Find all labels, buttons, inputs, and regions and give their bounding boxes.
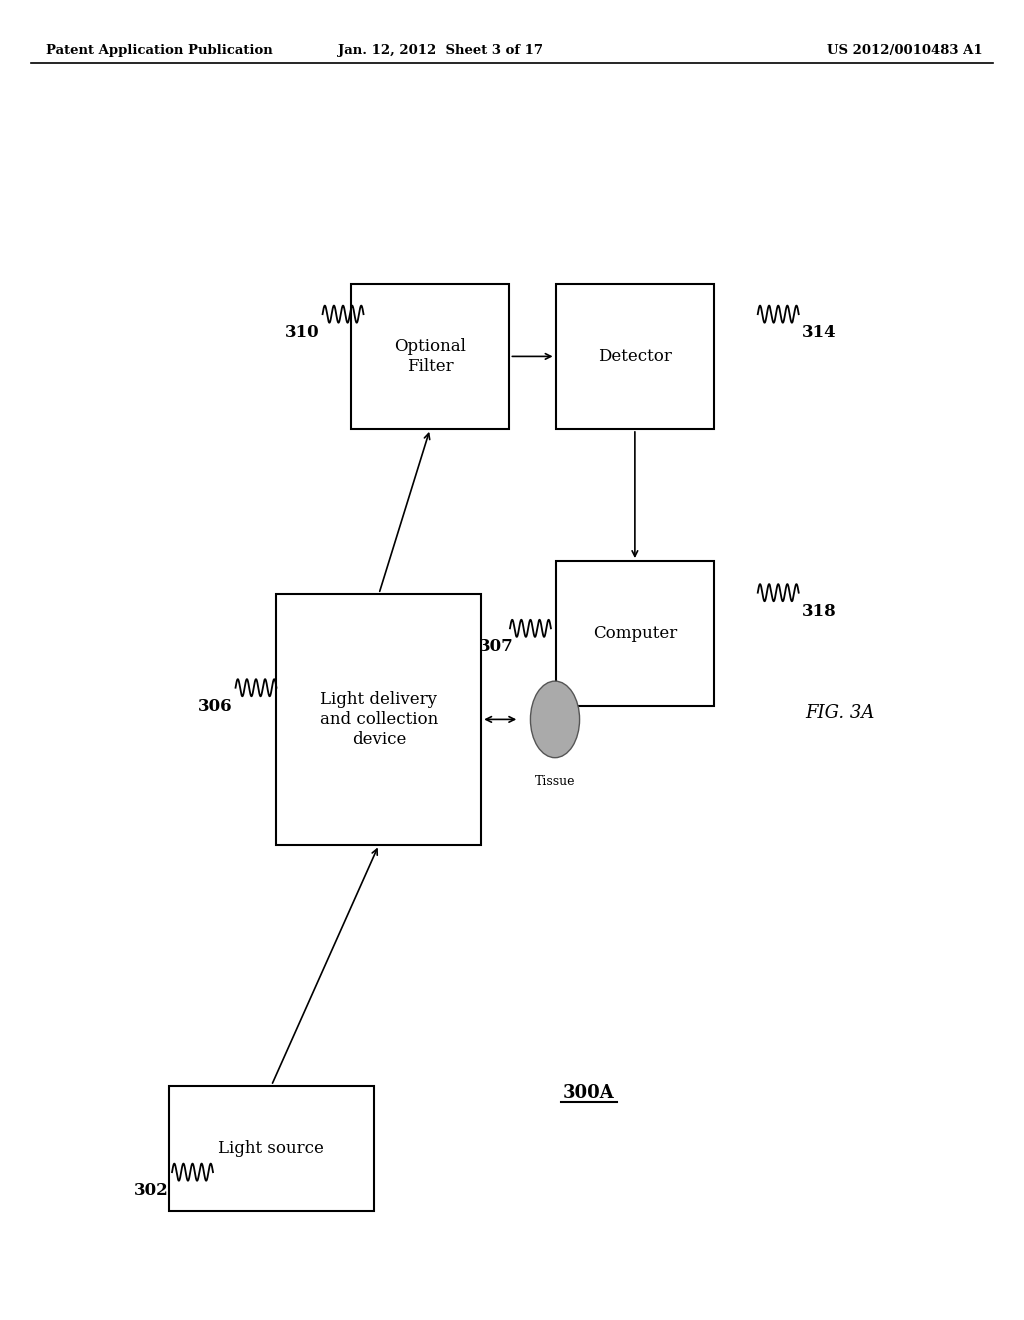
Text: FIG. 3A: FIG. 3A <box>805 704 874 722</box>
FancyBboxPatch shape <box>555 561 715 706</box>
FancyBboxPatch shape <box>169 1085 374 1212</box>
FancyBboxPatch shape <box>276 594 481 845</box>
Text: Patent Application Publication: Patent Application Publication <box>46 44 272 57</box>
Text: 318: 318 <box>802 603 837 619</box>
Text: Light source: Light source <box>218 1140 325 1156</box>
Text: US 2012/0010483 A1: US 2012/0010483 A1 <box>827 44 983 57</box>
Text: 310: 310 <box>285 325 319 341</box>
Text: 307: 307 <box>479 639 514 655</box>
Text: 306: 306 <box>198 698 232 714</box>
Text: 302: 302 <box>134 1183 169 1199</box>
Text: Jan. 12, 2012  Sheet 3 of 17: Jan. 12, 2012 Sheet 3 of 17 <box>338 44 543 57</box>
Text: Detector: Detector <box>598 348 672 364</box>
Text: Optional
Filter: Optional Filter <box>394 338 466 375</box>
Text: 300A: 300A <box>563 1084 614 1102</box>
Text: Tissue: Tissue <box>535 775 575 788</box>
Ellipse shape <box>530 681 580 758</box>
Text: Computer: Computer <box>593 626 677 642</box>
FancyBboxPatch shape <box>555 284 715 429</box>
Text: 314: 314 <box>802 325 837 341</box>
Text: Light delivery
and collection
device: Light delivery and collection device <box>319 692 438 747</box>
FancyBboxPatch shape <box>350 284 509 429</box>
